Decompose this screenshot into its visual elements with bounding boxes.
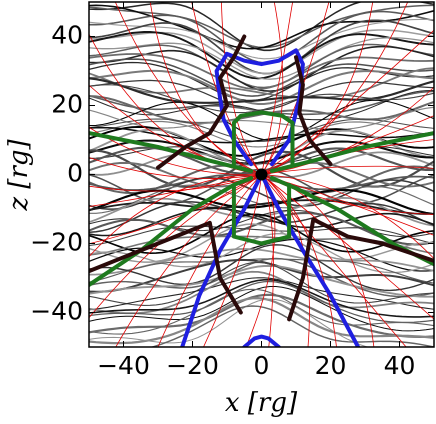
x-axis-label: x [rg] [225,388,298,418]
field-line [157,174,262,347]
streamline [89,120,434,148]
field-line [261,86,434,175]
y-tick-label: −40 [30,297,83,326]
contour [231,110,295,167]
contour [89,220,243,315]
streamline [89,37,434,80]
field-line [191,2,262,175]
field-line [261,174,274,347]
streamline [89,67,434,99]
streamline [89,293,434,338]
streamline [89,298,434,347]
x-tick-label: 20 [315,351,347,380]
streamline [89,264,434,298]
field-line [89,174,262,245]
y-tick-label: 40 [51,21,83,50]
streamline [89,2,434,52]
field-line [114,2,262,175]
contour [269,131,434,173]
streamline [89,77,434,104]
streamline [89,288,434,335]
field-line [261,2,374,175]
field-line [261,2,284,175]
streamline [89,4,434,50]
streamline [89,279,434,318]
field-line [261,174,407,347]
field-line [89,174,262,258]
origin-marker [255,168,268,181]
streamline [89,43,434,89]
streamline [89,213,434,255]
field-line [89,174,262,192]
x-tick-label: 0 [254,351,270,380]
streamline [89,257,434,298]
streamline [89,277,434,311]
x-tick-label: 40 [384,351,416,380]
x-tick-label: −40 [97,351,150,380]
contour [180,172,264,347]
streamlines [89,2,434,347]
x-tick-label: −20 [166,351,219,380]
y-tick-label: 20 [51,90,83,119]
streamline [89,244,434,292]
y-axis-label: z [rg] [4,138,34,211]
streamline [89,270,434,315]
field-line [149,2,262,175]
contour [89,176,254,287]
field-line [89,126,262,176]
streamline [89,199,434,215]
contour [89,131,254,173]
field-line [203,174,262,347]
streamline [89,261,434,306]
contour [156,34,247,170]
streamline [89,58,434,97]
y-tick-label: 0 [67,159,83,188]
contour [231,182,292,246]
field-line [115,174,262,347]
streamline [89,118,434,142]
streamline [89,297,434,345]
contours [89,34,434,347]
streamline [89,258,434,284]
streamline [89,201,434,234]
streamline [89,285,434,332]
streamline [89,84,434,114]
streamline [89,145,434,165]
field-line [261,174,337,347]
field-line [261,2,409,175]
contour [287,217,434,322]
streamline [89,197,434,227]
streamline [89,223,434,263]
contour [294,55,333,167]
streamline [89,29,434,75]
y-tick-label: −20 [30,228,83,257]
contour [242,334,281,347]
streamline [89,69,434,106]
contour [259,172,361,347]
field-line [261,29,434,175]
field-line [89,156,262,179]
streamline [89,225,434,246]
field-line [261,174,434,320]
streamline [89,280,434,324]
streamline [89,188,434,216]
field-line [221,2,262,175]
field-line [261,165,434,175]
streamline [89,99,434,141]
field-line [261,174,434,260]
field-line [261,2,294,175]
field-line [89,174,262,207]
field-line [89,174,262,319]
